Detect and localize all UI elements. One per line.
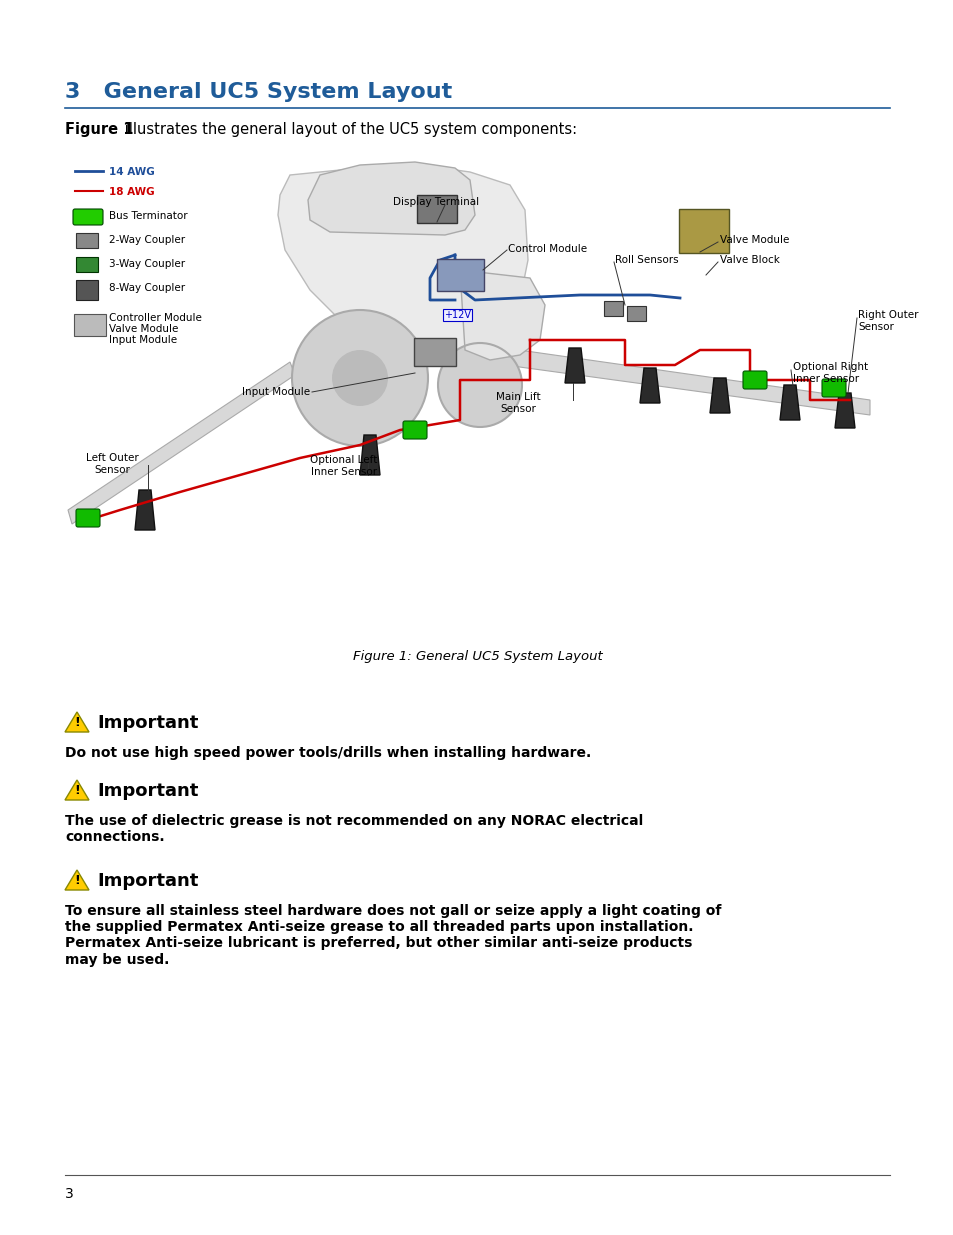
Text: Right Outer
Sensor: Right Outer Sensor <box>857 310 918 332</box>
Text: Control Module: Control Module <box>507 245 586 254</box>
Polygon shape <box>459 270 544 359</box>
FancyBboxPatch shape <box>604 300 623 315</box>
Polygon shape <box>834 393 854 429</box>
Polygon shape <box>308 162 475 235</box>
Text: Roll Sensors: Roll Sensors <box>615 254 678 266</box>
Text: Bus Terminator: Bus Terminator <box>109 211 188 221</box>
Polygon shape <box>504 348 869 415</box>
FancyBboxPatch shape <box>76 509 100 527</box>
Text: Valve Block: Valve Block <box>720 254 779 266</box>
Polygon shape <box>65 781 89 800</box>
Text: Valve Module: Valve Module <box>720 235 788 245</box>
Text: Important: Important <box>97 714 198 732</box>
Circle shape <box>292 310 428 446</box>
Text: !: ! <box>74 874 80 888</box>
Text: illustrates the general layout of the UC5 system components:: illustrates the general layout of the UC… <box>120 122 577 137</box>
FancyBboxPatch shape <box>627 305 646 321</box>
Text: Optional Right
Inner Sensor: Optional Right Inner Sensor <box>792 362 867 384</box>
FancyBboxPatch shape <box>742 370 766 389</box>
FancyBboxPatch shape <box>402 421 427 438</box>
Circle shape <box>332 350 388 406</box>
FancyBboxPatch shape <box>76 257 98 272</box>
Text: +12V: +12V <box>443 310 471 320</box>
Text: Controller Module: Controller Module <box>109 312 202 324</box>
Text: 14 AWG: 14 AWG <box>109 167 154 177</box>
Polygon shape <box>65 869 89 890</box>
Text: The use of dielectric grease is not recommended on any NORAC electrical
connecti: The use of dielectric grease is not reco… <box>65 814 642 845</box>
Polygon shape <box>65 713 89 732</box>
Polygon shape <box>359 435 379 475</box>
FancyBboxPatch shape <box>821 379 845 396</box>
Text: !: ! <box>74 716 80 730</box>
Text: 3   General UC5 System Layout: 3 General UC5 System Layout <box>65 82 452 103</box>
Text: Input Module: Input Module <box>242 387 310 396</box>
Text: Valve Module: Valve Module <box>109 324 178 333</box>
FancyBboxPatch shape <box>416 195 456 224</box>
Polygon shape <box>68 362 294 524</box>
Text: 3-Way Coupler: 3-Way Coupler <box>109 259 185 269</box>
Text: 8-Way Coupler: 8-Way Coupler <box>109 283 185 293</box>
Text: Important: Important <box>97 782 198 800</box>
Polygon shape <box>709 378 729 412</box>
Polygon shape <box>135 490 154 530</box>
FancyBboxPatch shape <box>436 259 483 291</box>
FancyBboxPatch shape <box>73 209 103 225</box>
FancyBboxPatch shape <box>679 209 728 253</box>
Text: Input Module: Input Module <box>109 335 177 345</box>
Polygon shape <box>564 348 584 383</box>
Text: Do not use high speed power tools/drills when installing hardware.: Do not use high speed power tools/drills… <box>65 746 591 760</box>
FancyBboxPatch shape <box>76 280 98 300</box>
Text: 18 AWG: 18 AWG <box>109 186 154 198</box>
Text: Figure 1: Figure 1 <box>65 122 133 137</box>
Polygon shape <box>639 368 659 403</box>
Text: Optional Left
Inner Sensor: Optional Left Inner Sensor <box>310 454 377 477</box>
Text: Figure 1: General UC5 System Layout: Figure 1: General UC5 System Layout <box>353 650 601 663</box>
Text: Main Lift
Sensor: Main Lift Sensor <box>496 391 539 414</box>
Circle shape <box>437 343 521 427</box>
Text: Left Outer
Sensor: Left Outer Sensor <box>86 453 138 474</box>
Text: 2-Way Coupler: 2-Way Coupler <box>109 235 185 245</box>
Text: !: ! <box>74 784 80 798</box>
FancyBboxPatch shape <box>76 233 98 248</box>
Text: Display Terminal: Display Terminal <box>393 198 478 207</box>
Text: 3: 3 <box>65 1187 73 1200</box>
Polygon shape <box>780 385 800 420</box>
FancyBboxPatch shape <box>74 314 106 336</box>
FancyBboxPatch shape <box>414 338 456 366</box>
Text: Important: Important <box>97 872 198 890</box>
Polygon shape <box>277 165 527 366</box>
Text: To ensure all stainless steel hardware does not gall or seize apply a light coat: To ensure all stainless steel hardware d… <box>65 904 720 967</box>
